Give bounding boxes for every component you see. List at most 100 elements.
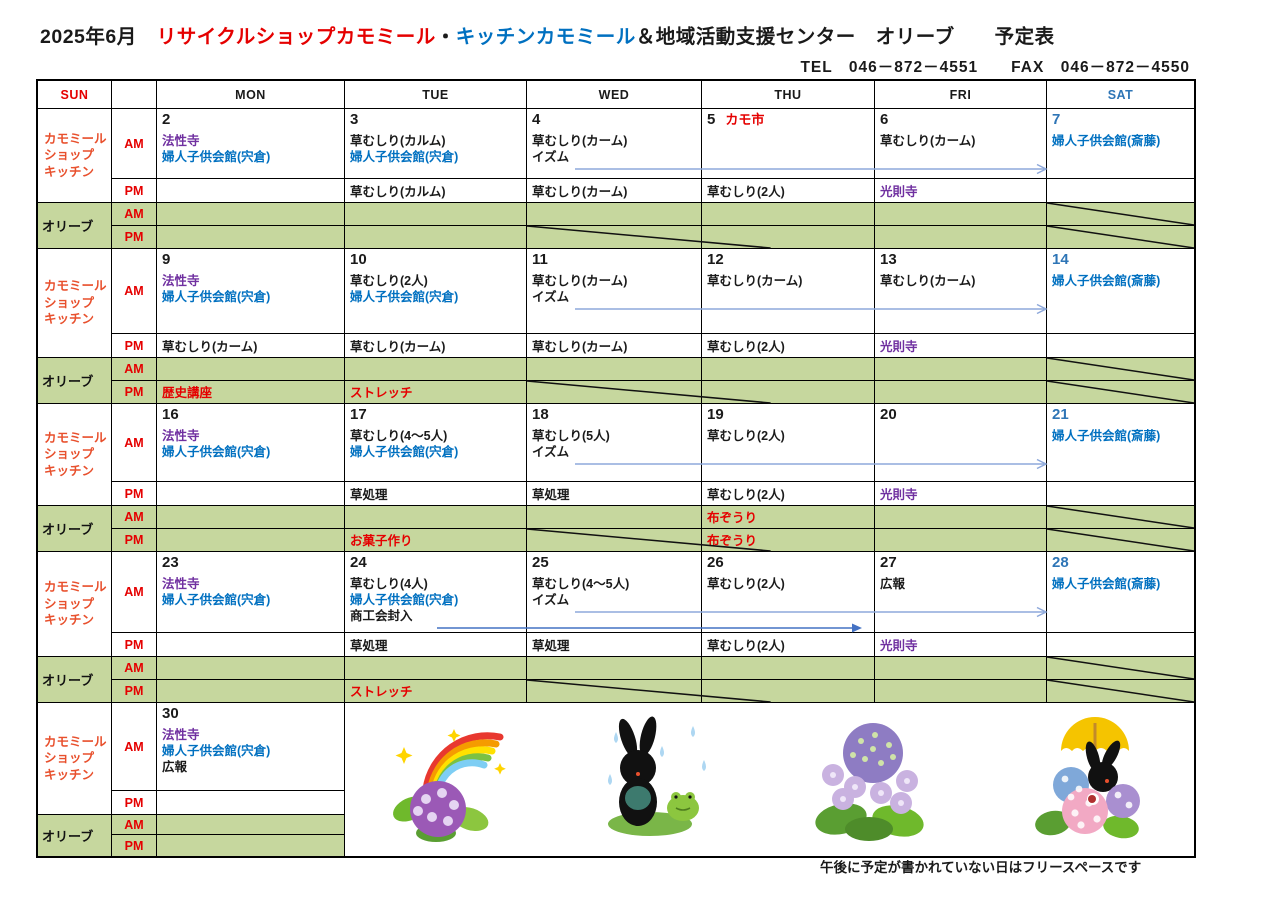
crossed-out-diagonal: [1047, 203, 1194, 225]
cell-w3-sat-olive-am: [1047, 506, 1194, 529]
cell-w4-tue-pm: 草処理: [345, 633, 527, 657]
row-label-olive: オリーブ: [38, 657, 112, 703]
am-events: 草むしり(カーム): [875, 273, 1046, 289]
row-label-olive: オリーブ: [38, 203, 112, 249]
day-number: 18: [532, 406, 549, 423]
cell-w5-mon-olive-pm: [157, 835, 345, 856]
row-label-line: キッチン: [44, 463, 95, 478]
day-number: 6: [880, 111, 889, 128]
footnote: 午後に予定が書かれていない日はフリースペースです: [820, 860, 1142, 875]
day-number: 3: [350, 111, 359, 128]
row-label-camomile: カモミール ショップ キッチン: [38, 703, 112, 815]
cell-w2-wed-pm: 草むしり(カーム): [527, 334, 702, 358]
pm-event: 草むしり(カルム): [350, 185, 446, 199]
am-events: 法性寺 婦人子供会館(宍倉): [157, 576, 344, 608]
cell-w4-thu-olive-pm: [702, 680, 875, 703]
cell-w2-thu-olive-am: [702, 358, 875, 381]
cell-w1-mon-am: 2 法性寺 婦人子供会館(宍倉): [157, 109, 345, 179]
row-label-line: キッチン: [44, 767, 95, 782]
am-events: 婦人子供会館(斎藤): [1047, 273, 1194, 289]
cell-w1-sat-olive-am: [1047, 203, 1194, 226]
event-line: 草むしり(4人): [350, 577, 428, 591]
cell-w4-fri-am: 27 広報: [875, 552, 1047, 633]
pm-label: PM: [112, 633, 157, 657]
olive-pm-label: PM: [112, 529, 157, 552]
cell-w4-wed-pm: 草処理: [527, 633, 702, 657]
cell-w3-wed-olive-pm: [527, 529, 702, 552]
event-line: 法性寺: [162, 274, 200, 288]
cell-w4-sat-am: 28 婦人子供会館(斎藤): [1047, 552, 1194, 633]
cell-w2-fri-olive-pm: [875, 381, 1047, 404]
row-label-olive: オリーブ: [38, 358, 112, 404]
event-line: 婦人子供会館(宍倉): [162, 744, 271, 758]
cell-w4-tue-olive-pm: ストレッチ: [345, 680, 527, 703]
pm-event: 光則寺: [880, 340, 918, 354]
event-line: 広報: [880, 577, 906, 591]
cell-w3-tue-am: 17 草むしり(4～5人) 婦人子供会館(宍倉): [345, 404, 527, 482]
cell-w3-sat-am: 21 婦人子供会館(斎藤): [1047, 404, 1194, 482]
title-segment: ＆地域活動支援センター オリーブ 予定表: [635, 26, 1055, 48]
cell-w1-mon-olive-am: [157, 203, 345, 226]
row-label-line: ショップ: [44, 148, 95, 163]
am-events: 草むしり(カルム) 婦人子供会館(宍倉): [345, 133, 526, 165]
row-label-line: ショップ: [44, 751, 95, 766]
am-events: 草むしり(4～5人) イズム: [527, 576, 701, 608]
row-label-camomile: カモミール ショップ キッチン: [38, 109, 112, 203]
cell-w2-sat-pm: [1047, 334, 1194, 358]
day-number: 26: [707, 554, 724, 571]
event-line: 草むしり(4～5人): [350, 429, 448, 443]
cell-w1-tue-olive-am: [345, 203, 527, 226]
am-events: 婦人子供会館(斎藤): [1047, 576, 1194, 592]
weekday-header-sat: SAT: [1047, 81, 1194, 109]
cell-w4-sat-olive-pm: [1047, 680, 1194, 703]
am-events: 草むしり(2人): [702, 576, 874, 592]
cell-w3-fri-am: 20: [875, 404, 1047, 482]
pm-event: 草処理: [350, 639, 388, 653]
am-events: 婦人子供会館(斎藤): [1047, 133, 1194, 149]
row-label-camomile: カモミールショップ キッチン: [38, 404, 112, 506]
cell-w4-wed-olive-am: [527, 657, 702, 680]
day-number: 28: [1052, 554, 1069, 571]
weekday-header-mon: MON: [157, 81, 345, 109]
cell-w2-wed-olive-pm: [527, 381, 702, 404]
event-line: 草むしり(カルム): [350, 134, 446, 148]
cell-w2-fri-olive-am: [875, 358, 1047, 381]
row-label-line: キッチン: [44, 164, 95, 179]
am-events: 法性寺 婦人子供会館(宍倉): [157, 273, 344, 305]
pm-label: PM: [112, 482, 157, 506]
cell-w1-thu-am: 5 カモ市: [702, 109, 875, 179]
cell-w1-wed-am: 4 草むしり(カーム) イズム: [527, 109, 1048, 179]
cell-w1-tue-pm: 草むしり(カルム): [345, 179, 527, 203]
cell-w1-tue-am: 3 草むしり(カルム) 婦人子供会館(宍倉): [345, 109, 527, 179]
cell-w4-tue-am: 24 草むしり(4人) 婦人子供会館(宍倉) 商工会封入: [345, 552, 862, 633]
cell-w3-mon-olive-pm: [157, 529, 345, 552]
event-line: イズム: [532, 150, 570, 164]
pm-label: PM: [112, 179, 157, 203]
event-line: 婦人子供会館(斎藤): [1052, 577, 1161, 591]
pm-event: 草むしり(2人): [707, 340, 785, 354]
weekday-header-fri: FRI: [875, 81, 1047, 109]
day-number: 14: [1052, 251, 1069, 268]
cell-w2-mon-olive-am: [157, 358, 345, 381]
cell-w4-tue-olive-am: [345, 657, 527, 680]
cell-w3-wed-olive-am: [527, 506, 702, 529]
cell-w2-tue-pm: 草むしり(カーム): [345, 334, 527, 358]
cell-w4-wed-olive-pm: [527, 680, 702, 703]
weekday-header-tue: TUE: [345, 81, 527, 109]
am-events: 草むしり(カーム): [702, 273, 874, 289]
cell-w2-sat-am: 14 婦人子供会館(斎藤): [1047, 249, 1194, 334]
row-label-line: カモミール: [44, 430, 107, 445]
am-label: AM: [112, 109, 157, 179]
calendar-table: SUN MON TUE WED THU FRI SAT カモミール ショップ キッチン AM PM オリ…: [36, 79, 1196, 858]
cell-w4-wed-am: 25 草むしり(4～5人) イズム: [527, 552, 1048, 633]
event-line: 婦人子供会館(斎藤): [1052, 429, 1161, 443]
title-segment: キッチンカモミール: [455, 26, 636, 48]
weekday-header-sun: SUN: [38, 81, 112, 109]
row-label-line: ショップ: [44, 447, 95, 462]
day-number: 19: [707, 406, 724, 423]
cell-w3-mon-pm: [157, 482, 345, 506]
cell-w1-wed-pm: 草むしり(カーム): [527, 179, 702, 203]
crossed-out-diagonal: [1047, 657, 1194, 679]
olive-am-label: AM: [112, 506, 157, 529]
